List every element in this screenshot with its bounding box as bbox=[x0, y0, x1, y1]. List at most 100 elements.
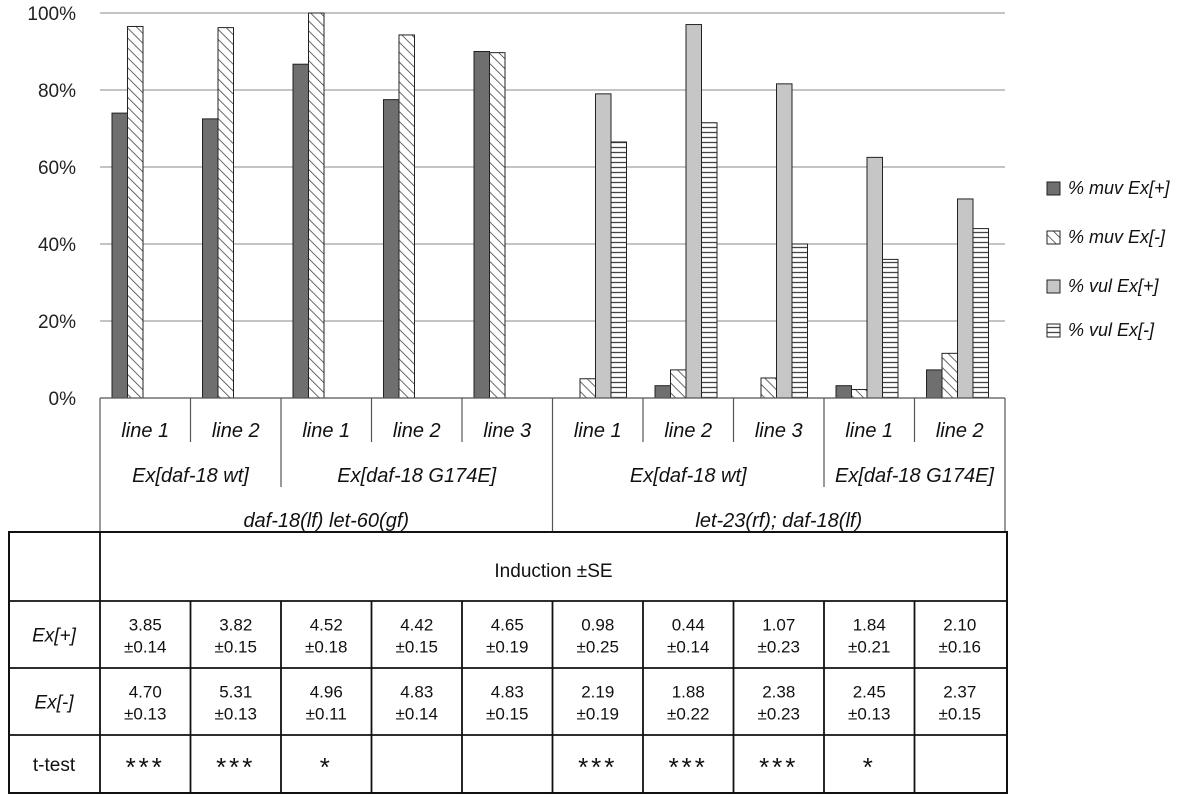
category-label: line 1 bbox=[302, 420, 350, 442]
induction-value: 4.42 bbox=[400, 616, 433, 635]
category-label: line 2 bbox=[393, 420, 441, 442]
induction-se: ±0.18 bbox=[305, 638, 347, 657]
bar bbox=[217, 27, 234, 399]
bar bbox=[610, 141, 627, 399]
induction-se: ±0.13 bbox=[124, 705, 166, 724]
y-tick-label: 20% bbox=[38, 312, 76, 333]
legend-label: % vul Ex[+] bbox=[1068, 276, 1160, 296]
legend-label: % muv Ex[+] bbox=[1068, 178, 1171, 198]
induction-se: ±0.14 bbox=[396, 705, 438, 724]
bar bbox=[791, 243, 808, 399]
induction-se: ±0.23 bbox=[758, 638, 800, 657]
category-label: line 2 bbox=[212, 420, 260, 442]
induction-se: ±0.19 bbox=[577, 705, 619, 724]
induction-se: ±0.15 bbox=[486, 705, 528, 724]
row-label: Ex[+] bbox=[32, 626, 77, 647]
induction-se: ±0.13 bbox=[215, 705, 257, 724]
category-axis: line 1 line 2 line 1 line 2 line 3 line 1 line… bbox=[99, 397, 1006, 532]
induction-se: ±0.19 bbox=[486, 638, 528, 657]
induction-value: 5.31 bbox=[219, 683, 252, 702]
induction-value: 4.70 bbox=[129, 683, 162, 702]
background-label: let-23(rf); daf-18(lf) bbox=[695, 510, 862, 532]
induction-se: ±0.11 bbox=[306, 705, 347, 724]
induction-value: 2.37 bbox=[943, 683, 976, 702]
significance-stars: * bbox=[320, 752, 333, 782]
legend-swatch bbox=[1046, 323, 1061, 338]
y-tick-label: 0% bbox=[49, 389, 77, 410]
induction-se: ±0.14 bbox=[667, 638, 709, 657]
bar bbox=[202, 118, 219, 399]
bar bbox=[851, 389, 868, 399]
induction-se: ±0.15 bbox=[396, 638, 438, 657]
row-label: t-test bbox=[33, 755, 76, 776]
bar bbox=[398, 34, 415, 399]
induction-se: ±0.14 bbox=[124, 638, 166, 657]
significance-stars: * bbox=[863, 752, 876, 782]
table-header: Induction ±SE bbox=[494, 561, 612, 582]
induction-value: 4.52 bbox=[310, 616, 343, 635]
row-label: Ex[-] bbox=[34, 693, 74, 714]
induction-se: ±0.13 bbox=[848, 705, 890, 724]
bar bbox=[882, 258, 899, 399]
y-tick-label: 40% bbox=[38, 235, 76, 256]
y-axis-tick-labels: 0% 20% 40% 60% 80% 100% bbox=[27, 4, 76, 410]
induction-se: ±0.25 bbox=[577, 638, 619, 657]
bar bbox=[701, 122, 718, 399]
bar bbox=[957, 198, 974, 399]
bar bbox=[383, 99, 400, 399]
bar bbox=[308, 12, 325, 399]
induction-se: ±0.15 bbox=[215, 638, 257, 657]
bar bbox=[473, 51, 490, 399]
category-label: line 1 bbox=[574, 420, 622, 442]
bar bbox=[292, 63, 309, 399]
induction-value: 2.38 bbox=[762, 683, 795, 702]
category-label: line 1 bbox=[121, 420, 169, 442]
induction-value: 2.10 bbox=[943, 616, 976, 635]
category-label: line 2 bbox=[664, 420, 712, 442]
legend-swatch bbox=[1046, 230, 1061, 245]
induction-value: 3.85 bbox=[129, 616, 162, 635]
induction-value: 4.83 bbox=[491, 683, 524, 702]
bar bbox=[866, 156, 883, 399]
bar bbox=[972, 228, 989, 399]
category-label: line 3 bbox=[483, 420, 531, 442]
induction-se: ±0.23 bbox=[758, 705, 800, 724]
induction-value: 0.44 bbox=[672, 616, 705, 635]
induction-value: 2.19 bbox=[581, 683, 614, 702]
induction-value: 3.82 bbox=[219, 616, 252, 635]
table-border bbox=[8, 531, 1008, 794]
induction-table: Induction ±SE Ex[+] 3.85 ±0.14 3.82 ±0.15 4.52… bbox=[8, 531, 1008, 794]
bar bbox=[595, 93, 612, 399]
construct-label: Ex[daf-18 G174E] bbox=[835, 465, 994, 487]
induction-se: ±0.22 bbox=[667, 705, 709, 724]
significance-stars: *** bbox=[216, 752, 255, 782]
construct-label: Ex[daf-18 wt] bbox=[132, 465, 249, 487]
induction-se: ±0.21 bbox=[848, 638, 890, 657]
significance-stars: *** bbox=[759, 752, 798, 782]
induction-value: 4.83 bbox=[400, 683, 433, 702]
induction-value: 0.98 bbox=[581, 616, 614, 635]
construct-label: Ex[daf-18 G174E] bbox=[337, 465, 496, 487]
bar bbox=[926, 369, 943, 399]
significance-stars: *** bbox=[126, 752, 165, 782]
induction-value: 1.88 bbox=[672, 683, 705, 702]
category-label: line 2 bbox=[936, 420, 984, 442]
induction-value: 1.84 bbox=[853, 616, 886, 635]
legend-swatch bbox=[1046, 181, 1061, 196]
bar bbox=[111, 112, 128, 399]
induction-value: 4.65 bbox=[491, 616, 524, 635]
induction-se: ±0.16 bbox=[939, 638, 981, 657]
legend-label: % muv Ex[-] bbox=[1068, 227, 1166, 247]
bar bbox=[670, 369, 687, 399]
induction-value: 4.96 bbox=[310, 683, 343, 702]
y-tick-label: 100% bbox=[27, 4, 76, 25]
significance-stars: *** bbox=[669, 752, 708, 782]
bar bbox=[579, 378, 596, 399]
y-tick-label: 60% bbox=[38, 158, 76, 179]
induction-se: ±0.15 bbox=[939, 705, 981, 724]
bar bbox=[776, 83, 793, 399]
induction-value: 2.45 bbox=[853, 683, 886, 702]
induction-value: 1.07 bbox=[762, 616, 795, 635]
bar bbox=[654, 385, 671, 399]
